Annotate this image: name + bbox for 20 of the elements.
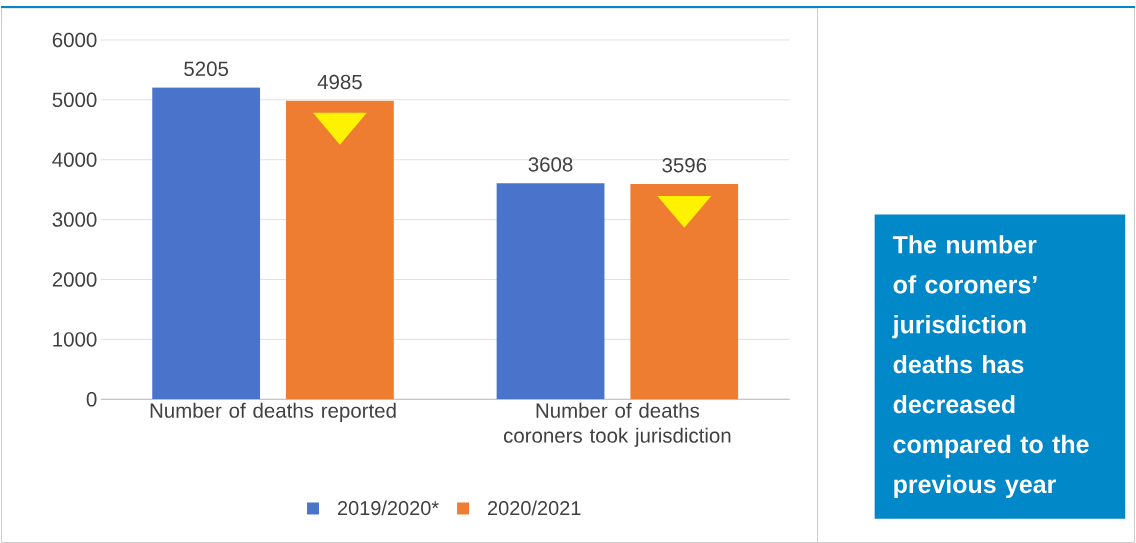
- legend-label: 2019/2020*: [337, 500, 439, 516]
- x-tick-label: Number of deaths coroners took jurisdiction: [503, 402, 731, 447]
- y-tick-label: 5000: [52, 92, 97, 108]
- y-tick-label: 4000: [52, 152, 97, 167]
- y-tick-label: 2000: [52, 272, 97, 287]
- y-tick-label: 6000: [52, 32, 97, 48]
- bar: [152, 87, 261, 400]
- x-tick-label: Number of deaths reported: [150, 402, 396, 422]
- bar: [630, 183, 739, 400]
- y-tick-label: 0: [86, 392, 97, 407]
- legend-label: 2020/2021: [488, 500, 581, 516]
- y-tick-label: 1000: [53, 332, 97, 347]
- bar: [286, 100, 394, 400]
- data-label: 3596: [662, 157, 707, 173]
- data-label: 3608: [528, 157, 573, 172]
- y-tick-label: 3000: [52, 212, 97, 227]
- data-label: 5205: [184, 61, 229, 77]
- data-label: 4985: [317, 74, 362, 90]
- bar: [496, 183, 605, 400]
- text: The number of coroners’ jurisdiction deaths has decreased compared to the previous year: [892, 235, 1089, 499]
